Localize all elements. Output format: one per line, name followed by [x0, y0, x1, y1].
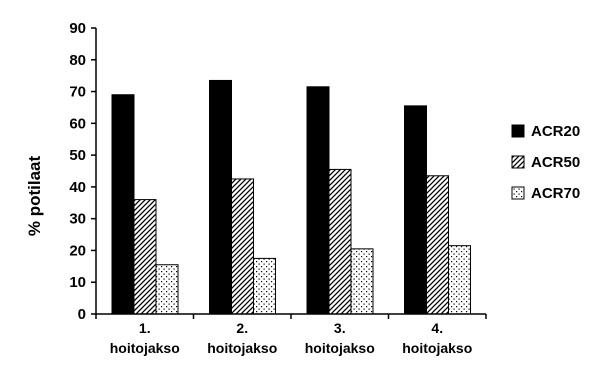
bars	[111, 79, 471, 315]
y-tick-label: 30	[69, 211, 86, 228]
bar-acr20-3	[306, 86, 330, 315]
y-axis-label: % potilaat	[25, 156, 44, 237]
x-tick-label: hoitojakso	[207, 340, 277, 356]
bar-acr70-1	[155, 264, 179, 315]
bar-acr50-2	[231, 178, 254, 315]
y-tick-label: 20	[69, 242, 86, 259]
y-tick-label: 90	[69, 20, 86, 37]
legend-swatch-acr20	[511, 124, 525, 138]
y-tick-label: 80	[69, 52, 86, 69]
legend-swatch-acr70	[511, 186, 525, 200]
bar-acr70-4	[448, 245, 471, 315]
x-tick-label: 1.	[139, 320, 151, 336]
bar-acr20-4	[404, 105, 427, 315]
bar-acr50-3	[328, 168, 352, 315]
bar-acr20-2	[209, 79, 232, 315]
y-tick-label: 50	[69, 147, 86, 164]
bar-acr50-4	[426, 175, 449, 315]
y-tick-label: 70	[69, 84, 86, 101]
bar-acr70-3	[350, 248, 374, 315]
y-tick-label: 10	[69, 274, 86, 291]
x-tick-label: 4.	[431, 320, 443, 336]
y-axis: 0 10 20 30 40 50 60 70 80 90	[69, 20, 97, 323]
legend-label-acr50: ACR50	[531, 154, 580, 171]
y-tick-label: 0	[78, 306, 86, 323]
y-tick-label: 60	[69, 115, 86, 132]
y-tick-label: 40	[69, 179, 86, 196]
legend-label-acr70: ACR70	[531, 185, 580, 202]
x-tick-label: hoitojakso	[402, 340, 472, 356]
legend: ACR20 ACR50 ACR70	[511, 123, 580, 202]
x-tick-label: 3.	[334, 320, 346, 336]
x-axis: 1. hoitojakso 2. hoitojakso 3. hoitojakso 4. ho…	[95, 313, 487, 356]
x-tick-label: hoitojakso	[110, 340, 180, 356]
legend-label-acr20: ACR20	[531, 123, 580, 140]
x-tick-label: 2.	[236, 320, 248, 336]
bar-acr70-2	[253, 257, 276, 315]
x-tick-label: hoitojakso	[305, 340, 375, 356]
bar-acr50-1	[133, 199, 157, 315]
legend-swatch-acr50	[511, 155, 525, 169]
bar-acr20-1	[111, 94, 135, 315]
